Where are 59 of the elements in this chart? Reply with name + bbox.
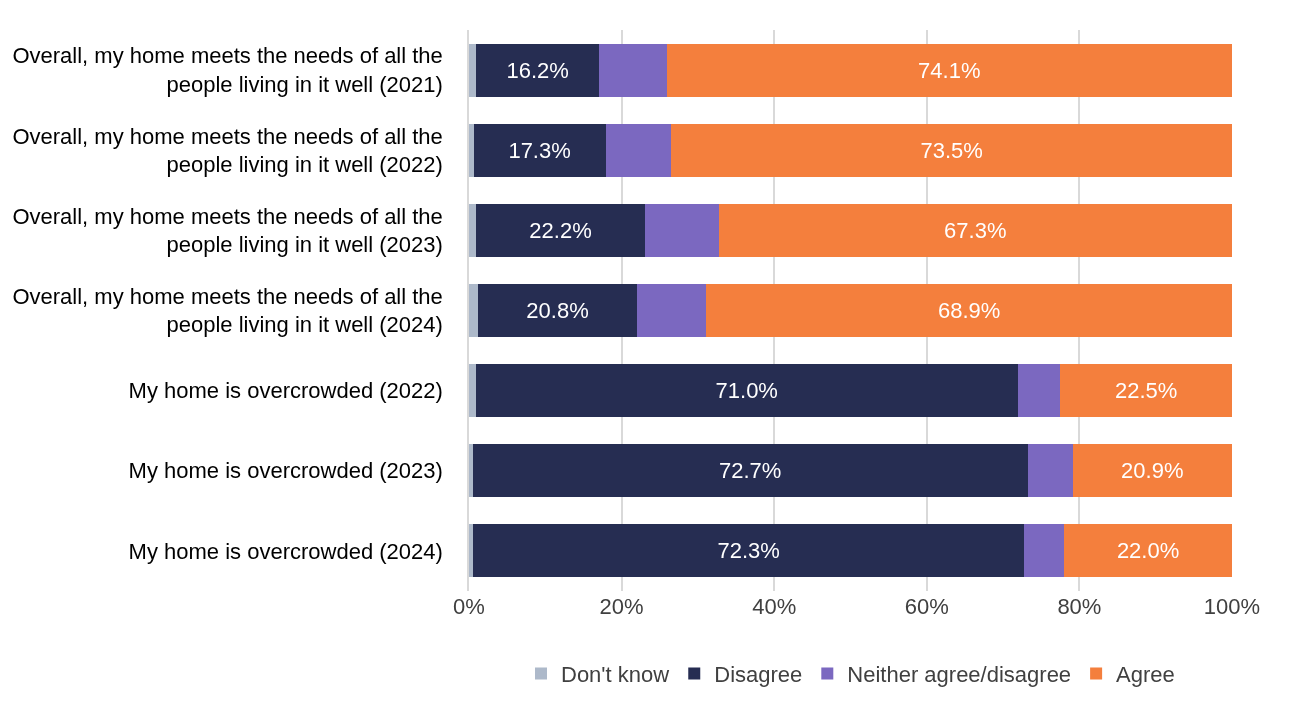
bar <box>469 284 479 337</box>
y-tick-label: Overall, my home meets the needs of all the people living in it well (2021) <box>12 43 443 98</box>
bar <box>671 123 1232 177</box>
bar <box>472 444 1028 498</box>
x-tick-label: 0% <box>453 594 485 619</box>
bar <box>469 444 473 498</box>
bar <box>469 43 476 97</box>
bar <box>475 43 600 97</box>
data-label: 73.5% <box>920 137 983 163</box>
data-label: 16.2% <box>506 57 569 83</box>
bar <box>636 284 707 337</box>
bar <box>472 524 1025 578</box>
data-label: 17.3% <box>508 137 571 163</box>
bar <box>706 284 1232 337</box>
data-label: 72.3% <box>717 538 780 564</box>
x-tick-label: 80% <box>1057 594 1102 619</box>
bar <box>599 43 667 97</box>
legend-label: Don't know <box>561 662 670 688</box>
y-tick-label: My home is overcrowded (2023) <box>128 458 443 484</box>
x-tick-label: 100% <box>1203 594 1261 619</box>
legend-label: Neither agree/disagree <box>847 662 1072 688</box>
x-tick-label: 40% <box>752 594 797 619</box>
legend-label: Agree <box>1116 662 1175 688</box>
bar <box>473 123 606 177</box>
y-tick-label: Overall, my home meets the needs of all the people living in it well (2022) <box>12 123 443 178</box>
data-label: 71.0% <box>715 378 778 404</box>
y-tick-label: Overall, my home meets the needs of all the people living in it well (2024) <box>12 283 443 338</box>
y-tick-label: My home is overcrowded (2024) <box>128 538 443 564</box>
data-label: 20.9% <box>1121 458 1184 484</box>
bar <box>469 203 476 257</box>
data-label: 20.8% <box>526 298 589 323</box>
bar <box>718 203 1232 257</box>
data-label: 22.5% <box>1114 378 1178 404</box>
x-tick-label: 60% <box>904 594 949 619</box>
bar <box>478 284 637 337</box>
bar <box>605 123 672 177</box>
data-label: 74.1% <box>918 57 981 83</box>
bar <box>469 524 473 578</box>
y-tick-label: Overall, my home meets the needs of all the people living in it well (2023) <box>12 203 443 258</box>
bar <box>1072 444 1232 498</box>
bar <box>475 203 646 257</box>
bar <box>1027 444 1073 498</box>
bar <box>469 123 474 177</box>
legend-label: Disagree <box>714 662 803 688</box>
data-label: 67.3% <box>944 217 1007 243</box>
bar <box>469 364 476 418</box>
data-label: 22.2% <box>529 217 592 243</box>
bar <box>1024 524 1065 578</box>
bar <box>666 43 1232 97</box>
data-label: 68.9% <box>937 298 1001 323</box>
bar <box>1060 364 1232 418</box>
x-tick-label: 20% <box>599 594 644 619</box>
bar <box>475 364 1018 418</box>
bar <box>645 203 719 257</box>
bar <box>1017 364 1061 418</box>
y-tick-label: My home is overcrowded (2022) <box>128 378 443 404</box>
data-label: 72.7% <box>718 458 782 484</box>
bar <box>1064 524 1232 578</box>
data-label: 22.0% <box>1116 538 1180 564</box>
